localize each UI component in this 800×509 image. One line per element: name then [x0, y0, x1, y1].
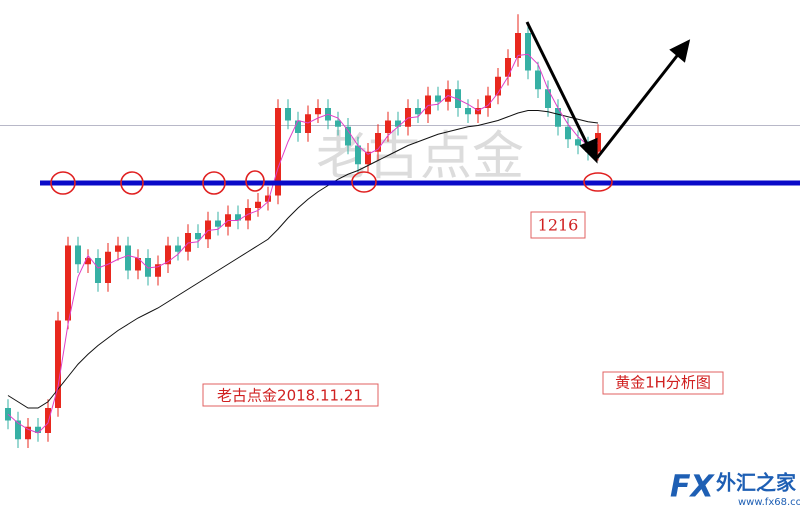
candle-body	[425, 95, 431, 115]
candle-body	[55, 320, 61, 408]
candle-body	[335, 120, 341, 127]
candle-body	[345, 126, 351, 146]
arrow-down	[525, 21, 592, 151]
candle-body	[105, 251, 111, 283]
candle-body	[25, 426, 31, 440]
candle-body	[125, 245, 131, 271]
candle-body	[195, 233, 201, 240]
candle-body	[475, 108, 481, 115]
arrows	[525, 21, 691, 164]
touch-circle	[120, 171, 144, 195]
candle-body	[265, 195, 271, 202]
candle-body	[205, 220, 211, 240]
candle-body	[35, 426, 41, 433]
candle-body	[485, 95, 491, 108]
candle-body	[495, 76, 501, 96]
candle-body	[365, 151, 371, 165]
candle-body	[465, 108, 471, 115]
subtitle-box	[202, 383, 379, 407]
annotations	[50, 170, 613, 195]
candle-body	[185, 233, 191, 252]
touch-circle	[245, 170, 265, 192]
candle-body	[215, 220, 221, 227]
candle-body	[575, 139, 581, 146]
logo-url: www.fx68.com	[738, 497, 800, 508]
candle-body	[255, 201, 261, 208]
arrow-head	[669, 39, 691, 63]
title-box	[602, 371, 724, 395]
candle-body	[355, 145, 361, 165]
moving-average	[7, 110, 599, 409]
candle-body	[375, 133, 381, 152]
candle-body	[545, 89, 551, 108]
candle-body	[395, 120, 401, 127]
candle-body	[85, 258, 91, 265]
candle-body	[75, 245, 81, 265]
level-label: 1216	[538, 216, 579, 235]
candle-body	[15, 420, 21, 440]
candle-body	[405, 108, 411, 127]
subtitle: 老古点金2018.11.21	[217, 387, 363, 405]
candle-body	[525, 33, 531, 71]
candle-body	[115, 245, 121, 252]
touch-circle	[351, 171, 377, 193]
candle-body	[175, 245, 181, 252]
candle-body	[305, 114, 311, 133]
candle-body	[455, 89, 461, 108]
candle-body	[155, 264, 161, 277]
arrow-up	[595, 51, 682, 159]
touch-circle	[202, 171, 226, 195]
arrow-head	[579, 137, 598, 164]
level-label-box	[530, 211, 586, 239]
logo: FX 外汇之家 www.fx68.com	[670, 470, 800, 509]
candle-body	[295, 120, 301, 133]
candle-body	[565, 126, 571, 140]
candle-body	[595, 133, 601, 152]
moving-average	[7, 53, 599, 434]
candle-body	[505, 58, 511, 77]
title: 黄金1H分析图	[615, 374, 711, 392]
candle-body	[165, 245, 171, 265]
candle-body	[235, 214, 241, 221]
candle-body	[45, 408, 51, 433]
candle-body	[385, 120, 391, 133]
candle-body	[435, 95, 441, 102]
candle-body	[535, 70, 541, 90]
candle-body	[315, 108, 321, 115]
candle-body	[515, 33, 521, 58]
touch-circle	[583, 172, 613, 192]
candle-body	[285, 108, 291, 121]
candle-body	[135, 258, 141, 271]
logo-name: 外汇之家	[716, 471, 797, 495]
candle-body	[415, 108, 421, 115]
candle-body	[275, 108, 281, 196]
candle-body	[555, 108, 561, 127]
logo-brand: FX	[670, 470, 715, 505]
candle-body	[65, 245, 71, 321]
touch-circle	[50, 171, 76, 195]
candle-body	[95, 258, 101, 283]
